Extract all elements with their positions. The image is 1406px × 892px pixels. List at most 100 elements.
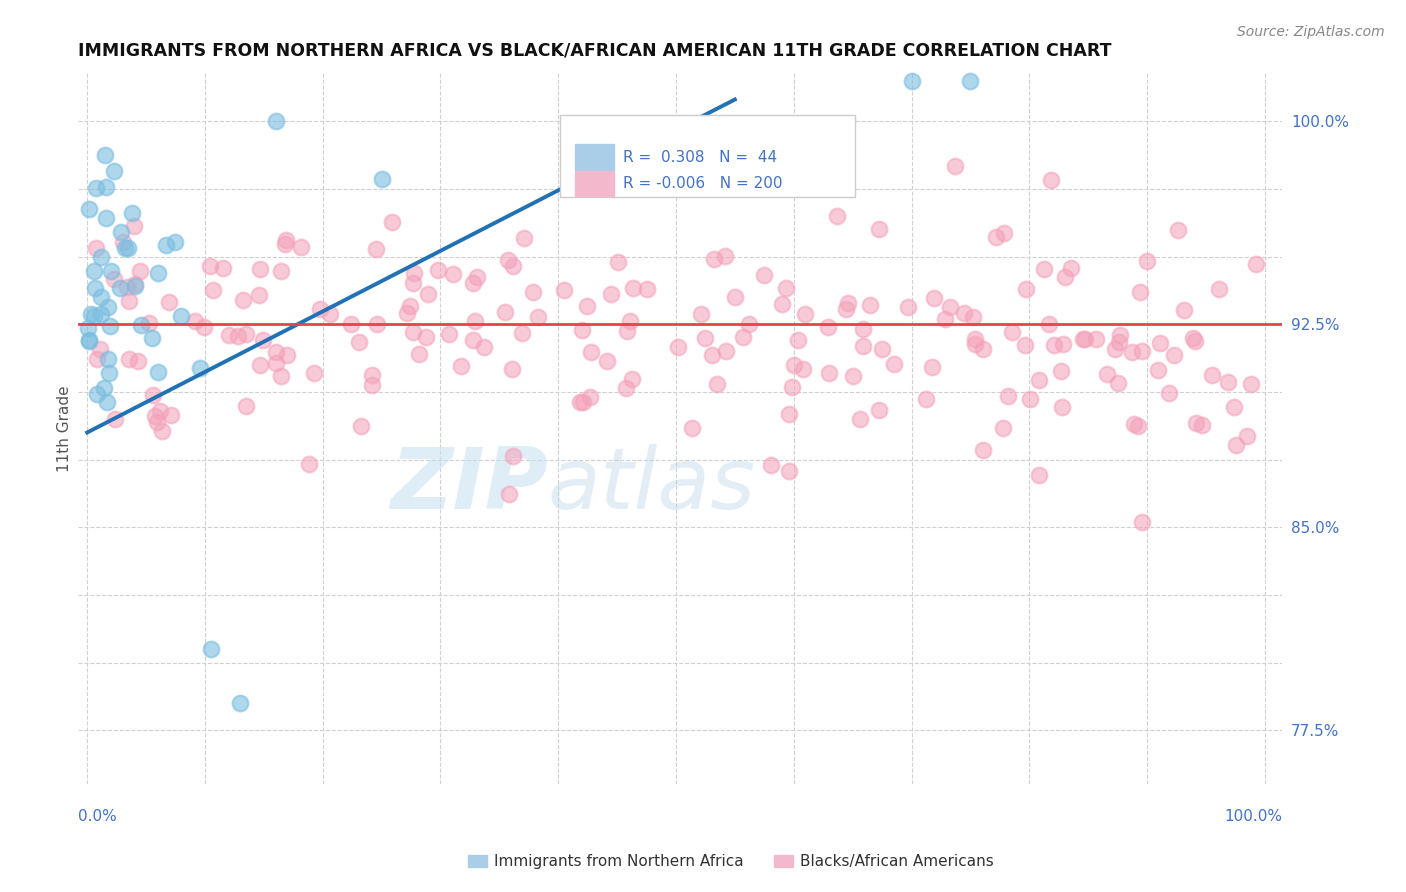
Point [700,348,723,362]
Point [1121,344,1143,359]
Point [1244,257,1267,271]
Point [235,399,257,413]
Point [837,295,859,310]
Point [689,307,711,321]
Point [297,457,319,471]
Point [90,250,112,264]
Point [402,325,425,339]
Point [121,206,143,220]
Point [939,300,962,314]
Point [340,318,363,332]
Point [619,314,641,328]
Point [579,344,602,359]
Point [399,299,422,313]
Point [502,450,524,464]
Point [96,301,118,315]
Point [922,291,945,305]
Point [934,312,956,326]
Point [959,73,981,87]
Point [276,348,298,362]
Point [86,180,108,194]
Point [308,301,330,316]
Point [1216,375,1239,389]
Point [193,319,215,334]
Point [83,264,105,278]
Point [1236,429,1258,443]
Point [526,310,548,324]
Point [1208,282,1230,296]
Point [993,421,1015,435]
Point [114,241,136,255]
Point [270,369,292,384]
Point [1018,392,1040,406]
Point [972,442,994,457]
Point [513,231,536,245]
Point [794,308,817,322]
Text: atlas: atlas [547,444,755,527]
Point [264,344,287,359]
Point [302,366,325,380]
Point [1028,467,1050,482]
Point [98,319,121,334]
Point [149,404,172,418]
Point [1123,417,1146,431]
Point [170,310,193,324]
FancyBboxPatch shape [575,145,614,170]
Text: IMMIGRANTS FROM NORTHERN AFRICA VS BLACK/AFRICAN AMERICAN 11TH GRADE CORRELATION: IMMIGRANTS FROM NORTHERN AFRICA VS BLACK… [77,42,1111,60]
Point [249,261,271,276]
Point [1052,337,1074,351]
Point [212,261,235,276]
Point [461,276,484,290]
Point [693,331,716,345]
Text: R = -0.006   N = 200: R = -0.006 N = 200 [623,176,783,191]
Point [1085,332,1108,346]
Point [1130,516,1153,530]
Point [1135,253,1157,268]
Point [883,357,905,371]
Point [1040,173,1063,187]
Point [155,237,177,252]
Point [247,288,270,302]
Point [572,395,595,409]
Point [94,148,117,162]
Point [319,307,342,321]
Point [1182,331,1205,345]
Text: ZIP: ZIP [389,444,547,527]
Point [1001,325,1024,339]
Point [381,215,404,229]
Point [596,354,619,368]
Point [859,298,882,312]
Point [290,240,312,254]
Point [472,340,495,354]
Point [965,332,987,346]
Point [571,323,593,337]
Point [103,272,125,286]
Point [395,306,418,320]
Point [703,252,725,266]
Point [141,331,163,345]
Point [621,281,644,295]
Point [997,389,1019,403]
Point [77,334,100,348]
Point [86,387,108,401]
Point [943,159,966,173]
Point [993,226,1015,240]
Y-axis label: 11th Grade: 11th Grade [58,385,72,472]
Text: 0.0%: 0.0% [77,809,117,824]
Point [218,328,240,343]
Point [104,412,127,426]
Point [463,333,485,347]
Point [118,293,141,308]
Point [817,367,839,381]
Text: Source: ZipAtlas.com: Source: ZipAtlas.com [1237,25,1385,39]
Point [90,307,112,321]
Point [1071,332,1094,346]
Point [1015,282,1038,296]
Point [439,327,461,342]
Point [620,371,643,385]
Point [759,458,782,473]
Point [94,211,117,225]
Point [96,394,118,409]
Point [770,297,793,311]
Point [427,263,450,277]
